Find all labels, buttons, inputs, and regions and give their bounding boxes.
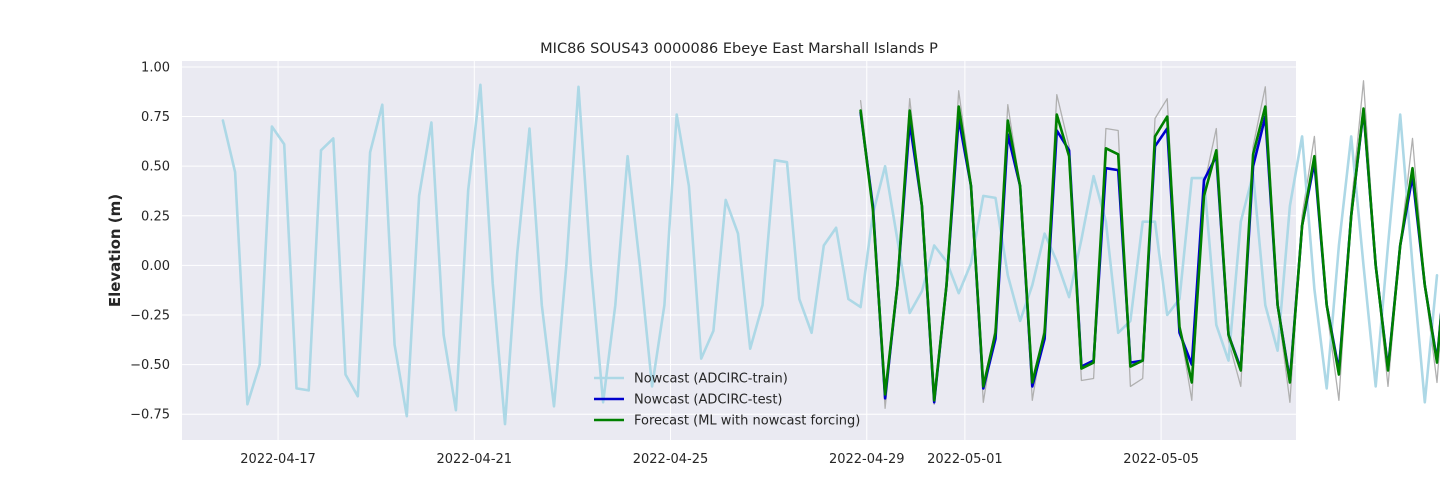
y-tick-label: 1.00 bbox=[141, 60, 170, 75]
x-tick-label: 2022-04-17 bbox=[240, 452, 316, 467]
series-layer bbox=[221, 80, 1440, 426]
legend-item: Nowcast (ADCIRC-train) bbox=[594, 372, 788, 387]
legend-item: Nowcast (ADCIRC-test) bbox=[594, 393, 783, 408]
series-nowcast-adcirc-train bbox=[221, 83, 1439, 426]
legend-label: Forecast (ML with nowcast forcing) bbox=[634, 414, 860, 429]
y-tick-label: 0.25 bbox=[141, 209, 170, 224]
y-tick-label: 0.00 bbox=[141, 259, 170, 274]
y-axis-title: Elevation (m) bbox=[106, 194, 124, 307]
legend: Nowcast (ADCIRC-train) Nowcast (ADCIRC-te… bbox=[594, 372, 860, 429]
x-tick-label: 2022-05-01 bbox=[927, 452, 1003, 467]
series-forecast-ml-with-nowcast-forcing bbox=[859, 105, 1440, 402]
y-tick-label: −0.25 bbox=[130, 308, 170, 323]
x-axis-ticks: 2022-04-17 2022-04-21 2022-04-25 2022-04-29… bbox=[240, 452, 1199, 467]
y-tick-label: −0.75 bbox=[130, 408, 170, 423]
grid bbox=[182, 61, 1296, 440]
chart-title: MIC86 SOUS43 0000086 Ebeye East Marshall… bbox=[540, 41, 938, 57]
y-tick-label: 0.50 bbox=[141, 160, 170, 175]
x-tick-label: 2022-04-25 bbox=[633, 452, 709, 467]
x-tick-label: 2022-04-29 bbox=[829, 452, 905, 467]
legend-item: Forecast (ML with nowcast forcing) bbox=[594, 414, 860, 429]
legend-label: Nowcast (ADCIRC-train) bbox=[634, 372, 788, 387]
y-axis-ticks: 1.00 0.75 0.50 0.25 0.00 −0.25 −0.50 −0.75 bbox=[130, 60, 170, 422]
legend-label: Nowcast (ADCIRC-test) bbox=[634, 393, 783, 408]
y-tick-label: 0.75 bbox=[141, 110, 170, 125]
x-tick-label: 2022-05-05 bbox=[1123, 452, 1199, 467]
x-tick-label: 2022-04-21 bbox=[437, 452, 513, 467]
y-tick-label: −0.50 bbox=[130, 358, 170, 373]
